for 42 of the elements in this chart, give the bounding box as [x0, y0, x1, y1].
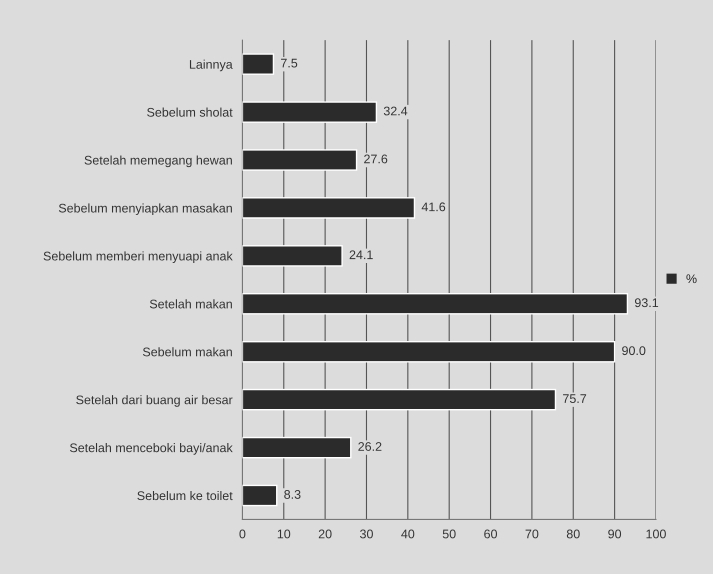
bar	[242, 245, 343, 267]
y-tick-label: Setelah memegang hewan	[84, 155, 232, 168]
bar	[242, 149, 358, 171]
x-tick-label: 0	[239, 530, 246, 538]
x-tick-label: 70	[526, 530, 538, 538]
x-tick-label: 20	[318, 530, 332, 538]
x-tick-label: 50	[442, 530, 456, 538]
x-tick-label: 60	[484, 530, 498, 538]
y-tick-label: Lainnya	[190, 60, 233, 72]
x-tick-label: 40	[401, 530, 414, 538]
bar	[242, 340, 616, 362]
bar	[242, 388, 556, 410]
bar	[242, 197, 416, 219]
legend-label: %	[686, 274, 697, 284]
y-tick-label: Setelah dari buang air besar	[76, 395, 233, 407]
x-tick-label: 10	[278, 530, 290, 538]
x-tick-label: 80	[566, 530, 580, 538]
data-label: 90.0	[622, 346, 646, 356]
y-tick-label: Setelah makan	[150, 299, 232, 308]
y-tick-label: Sebelum makan	[142, 347, 232, 356]
data-label: 8.3	[284, 490, 301, 499]
y-tick-label: Setelah menceboki bayi/anak	[70, 443, 233, 455]
data-label: 93.1	[634, 298, 658, 308]
bar	[242, 436, 352, 458]
y-tick-label: Sebelum sholat	[147, 108, 233, 117]
y-tick-label: Sebelum memberi menyuapi anak	[44, 251, 233, 263]
bar	[242, 484, 278, 506]
data-label: 24.1	[350, 250, 373, 260]
bar	[242, 53, 274, 75]
bar	[242, 101, 378, 123]
data-label: 32.4	[384, 106, 408, 116]
data-label: 27.6	[364, 154, 388, 164]
data-label: 26.2	[358, 442, 382, 451]
x-tick-label: 100	[646, 530, 666, 538]
y-tick-label: Sebelum ke toilet	[137, 490, 233, 500]
data-label: 7.5	[281, 58, 298, 68]
x-tick-label: 90	[608, 530, 622, 538]
data-label: 75.7	[563, 394, 586, 404]
data-label: 41.6	[422, 202, 446, 212]
y-tick-label: Sebelum menyiapkan masakan	[58, 203, 232, 216]
bar	[242, 293, 628, 315]
x-tick-label: 30	[360, 530, 373, 538]
